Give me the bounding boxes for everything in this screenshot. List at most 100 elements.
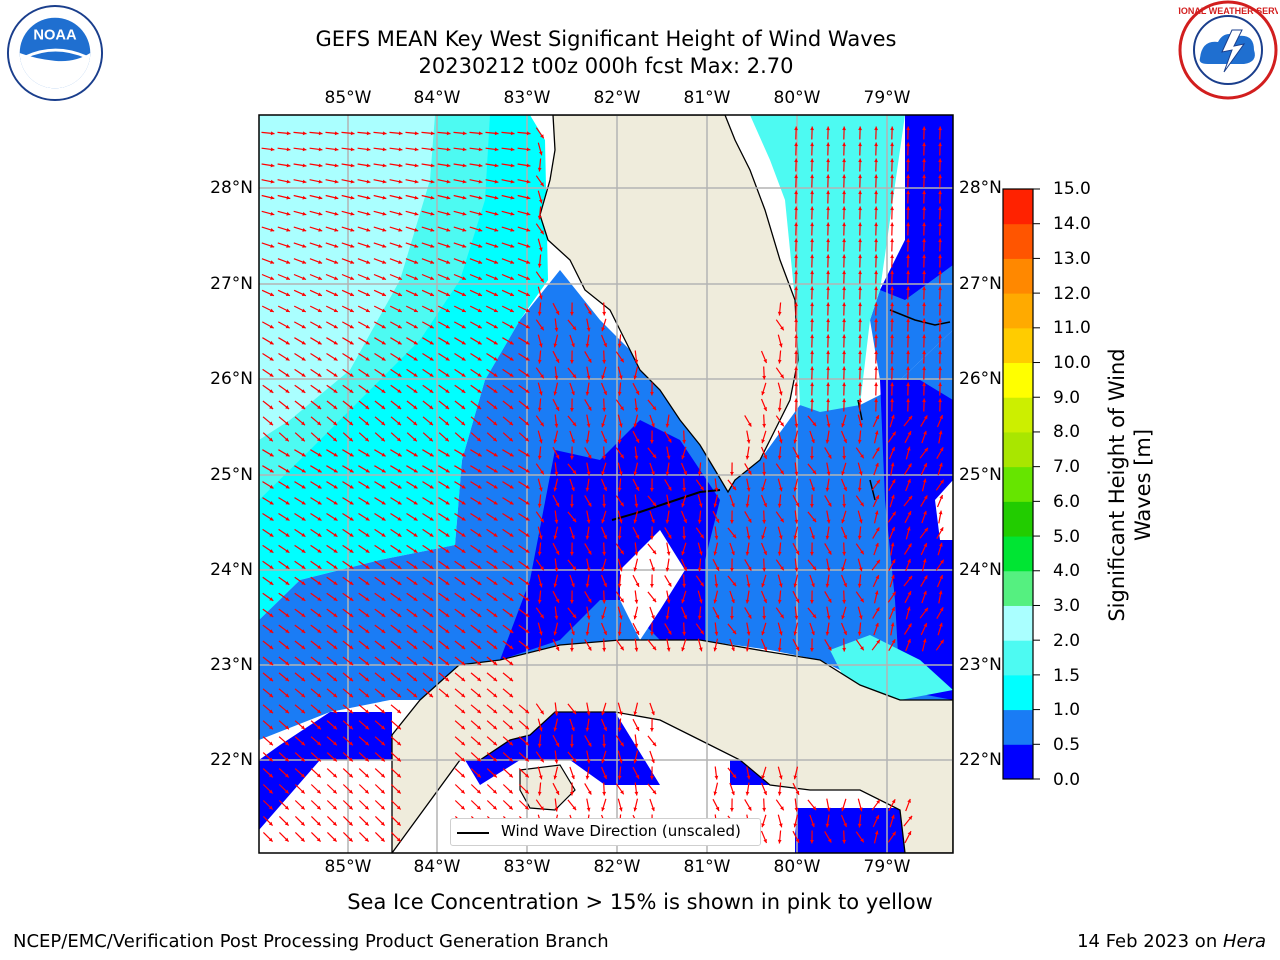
wave-arrow-head bbox=[285, 709, 289, 714]
wave-arrow-head bbox=[938, 334, 942, 339]
wave-arrow-head bbox=[860, 646, 864, 651]
wave-arrow-head bbox=[444, 437, 449, 442]
wave-arrow-head bbox=[683, 471, 687, 475]
wave-arrow-head bbox=[334, 244, 339, 248]
wave-arrow-head bbox=[923, 463, 927, 468]
wave-arrow-head bbox=[826, 126, 830, 131]
wave-arrow-head bbox=[825, 631, 830, 636]
no-data-patch-2 bbox=[935, 480, 953, 540]
wave-arrow-head bbox=[826, 254, 830, 259]
wave-arrow-head bbox=[302, 260, 307, 264]
wave-arrow-head bbox=[794, 807, 799, 812]
wave-arrow-head bbox=[301, 324, 306, 329]
lon-tick-bottom: 84°W bbox=[413, 857, 461, 877]
wave-arrow-head bbox=[571, 487, 575, 492]
wave-arrow-head bbox=[525, 645, 530, 649]
wave-arrow-head bbox=[318, 179, 323, 184]
wave-arrow-head bbox=[858, 126, 862, 131]
wave-arrow-head bbox=[429, 549, 434, 553]
wave-arrow-head bbox=[812, 566, 817, 571]
wave-arrow-head bbox=[461, 501, 466, 505]
wave-arrow-head bbox=[683, 567, 687, 571]
wave-arrow-head bbox=[730, 616, 734, 620]
wave-arrow-head bbox=[651, 711, 655, 716]
wave-arrow-head bbox=[509, 421, 513, 426]
wave-arrow-head bbox=[746, 775, 751, 780]
wave-arrow-head bbox=[445, 565, 450, 569]
wave-arrow-head bbox=[842, 503, 847, 508]
wave-arrow-head bbox=[317, 373, 322, 377]
wave-arrow-head bbox=[858, 254, 862, 259]
wave-arrow-head bbox=[585, 343, 590, 348]
wave-arrow-head bbox=[268, 805, 273, 810]
wave-arrow-head bbox=[413, 565, 418, 569]
wave-arrow-head bbox=[891, 447, 895, 451]
wave-arrow-head bbox=[476, 757, 481, 762]
wave-arrow-head bbox=[269, 357, 274, 361]
wave-arrow-head bbox=[585, 775, 590, 780]
wave-arrow-head bbox=[317, 308, 322, 312]
wave-arrow-head bbox=[906, 126, 910, 131]
wave-arrow-head bbox=[333, 597, 338, 601]
wave-arrow-head bbox=[381, 389, 386, 393]
wave-arrow-head bbox=[381, 725, 385, 730]
wave-arrow-head bbox=[555, 646, 560, 651]
wave-arrow-head bbox=[922, 126, 926, 131]
wave-arrow-head bbox=[747, 518, 752, 523]
wave-arrow-head bbox=[318, 131, 323, 136]
wave-arrow-head bbox=[301, 405, 306, 409]
wave-arrow-head bbox=[572, 374, 577, 379]
wave-arrow-head bbox=[890, 366, 894, 371]
wave-arrow-head bbox=[572, 806, 577, 811]
wave-arrow-head bbox=[601, 423, 605, 428]
wave-arrow-head bbox=[906, 158, 910, 163]
wave-arrow-head bbox=[571, 439, 575, 444]
wave-arrow-head bbox=[413, 324, 418, 329]
wave-arrow-head bbox=[794, 398, 798, 403]
wave-arrow-head bbox=[603, 631, 607, 635]
wave-arrow-head bbox=[601, 807, 605, 812]
wave-arrow-head bbox=[429, 308, 434, 312]
wave-arrow-head bbox=[478, 244, 483, 248]
wave-arrow-head bbox=[285, 501, 290, 505]
wave-arrow-head bbox=[858, 174, 862, 179]
wave-arrow-head bbox=[540, 326, 544, 331]
wave-arrow-head bbox=[537, 647, 542, 652]
wave-arrow-head bbox=[682, 487, 687, 492]
wave-arrow-head bbox=[397, 645, 402, 649]
wave-arrow-head bbox=[380, 773, 385, 778]
wave-arrow-head bbox=[843, 439, 847, 443]
wave-arrow-head bbox=[538, 439, 543, 444]
wave-arrow-head bbox=[285, 677, 289, 682]
wave-arrow-head bbox=[858, 350, 862, 355]
wave-arrow-head bbox=[841, 471, 845, 476]
wave-arrow-head bbox=[875, 575, 879, 580]
wave-arrow-head bbox=[571, 535, 575, 540]
wave-arrow-head bbox=[794, 206, 798, 211]
wave-arrow-head bbox=[397, 357, 402, 361]
wave-arrow-head bbox=[284, 773, 289, 778]
wave-arrow-head bbox=[477, 645, 482, 649]
wave-arrow-head bbox=[301, 452, 306, 457]
wave-arrow-head bbox=[907, 431, 912, 436]
wave-arrow-head bbox=[397, 452, 402, 457]
wave-arrow-head bbox=[493, 389, 498, 393]
colorbar-tick-label: 9.0 bbox=[1053, 388, 1081, 408]
wave-arrow-head bbox=[939, 575, 943, 579]
wave-arrow-head bbox=[681, 551, 685, 556]
wave-arrow-head bbox=[381, 741, 385, 746]
wave-field-0-0p5-jamaica bbox=[795, 808, 908, 853]
lat-tick-right: 22°N bbox=[959, 750, 1002, 770]
wave-arrow-head bbox=[269, 324, 274, 329]
map-legend: Wind Wave Direction (unscaled) bbox=[450, 818, 761, 846]
wave-arrow-head bbox=[286, 195, 291, 200]
wave-arrow-head bbox=[285, 324, 290, 329]
wave-arrow-head bbox=[349, 517, 354, 521]
wave-arrow-head bbox=[318, 195, 323, 200]
wave-arrow-head bbox=[493, 373, 498, 377]
wave-arrow-head bbox=[842, 190, 846, 195]
wave-arrow-head bbox=[858, 382, 862, 387]
wave-arrow-head bbox=[858, 366, 862, 371]
colorbar-tick-label: 11.0 bbox=[1053, 318, 1091, 338]
wave-arrow-head bbox=[633, 807, 638, 812]
